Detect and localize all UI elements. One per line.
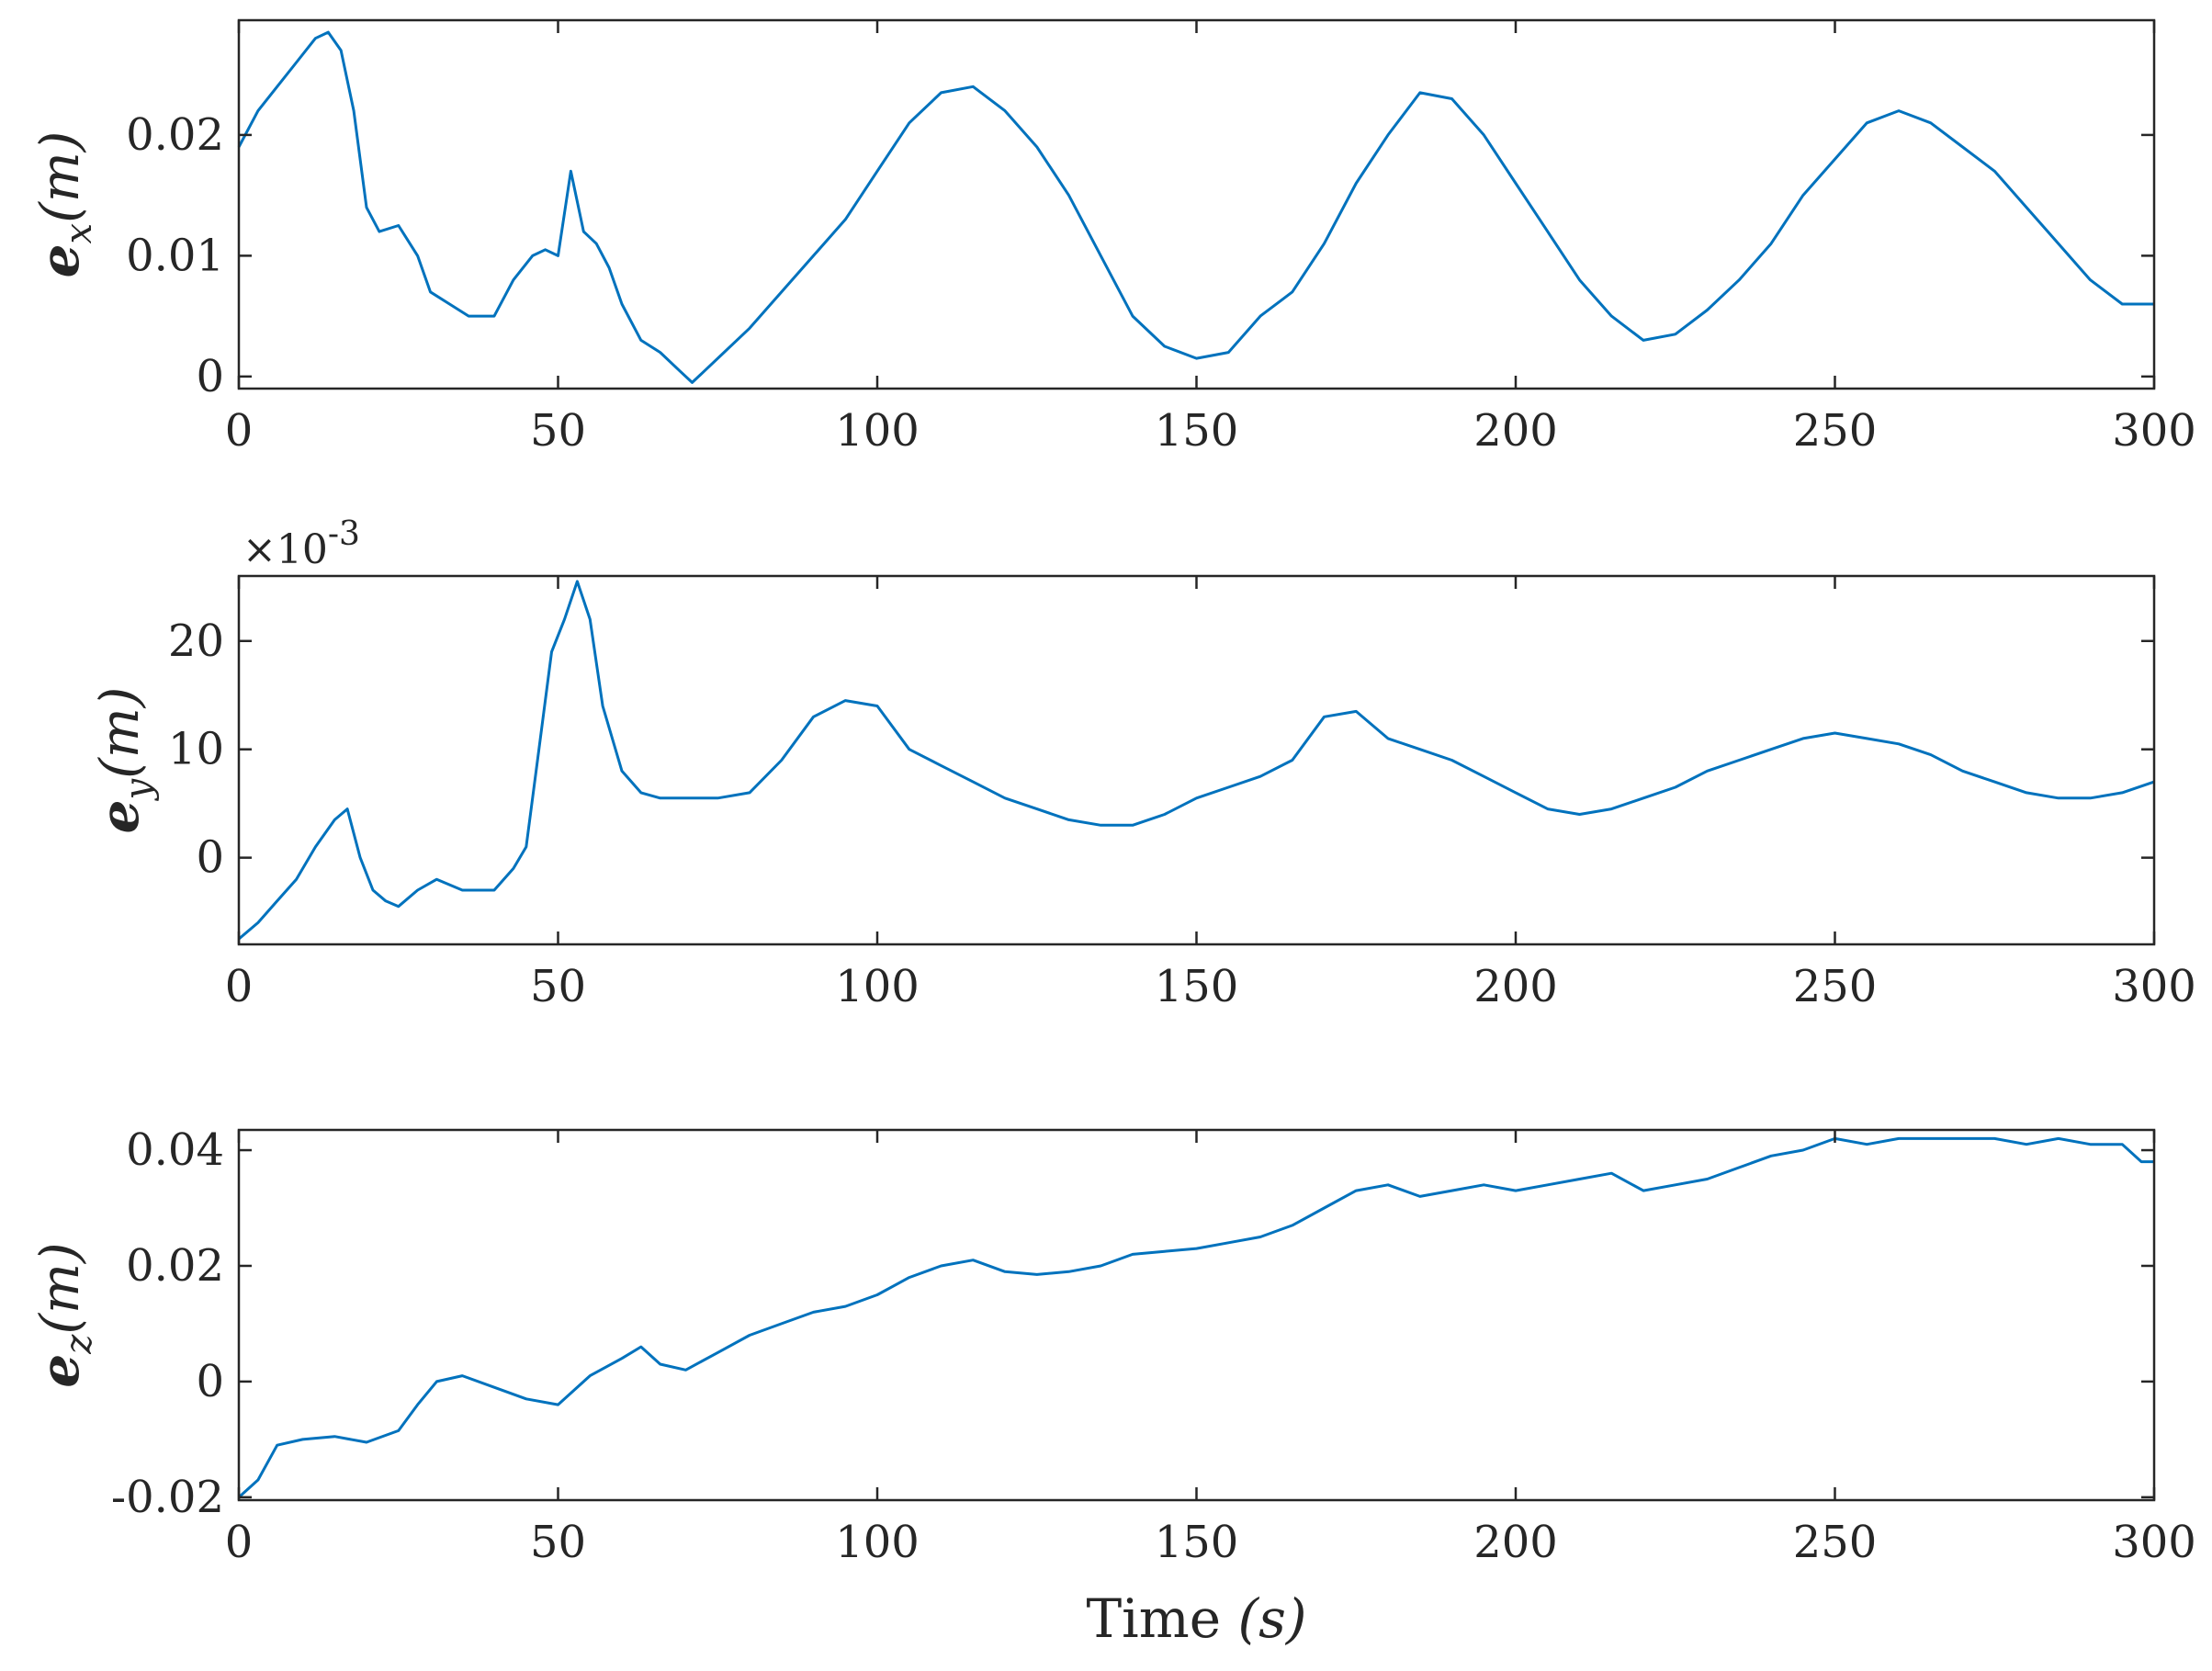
y-label-unit: (m): [88, 687, 151, 779]
y-label-unit: (m): [28, 131, 91, 223]
x-tick-label: 50: [530, 1517, 586, 1568]
axes-ex: 0 50 100 150 200 250 300 0 0.01 0.02 ex(m): [28, 18, 2196, 457]
y-tick-label: 0.02: [126, 109, 224, 161]
x-tick-label: 0: [225, 961, 254, 1012]
x-tick-label: 300: [2112, 405, 2196, 457]
y-tick-label: 0: [196, 832, 224, 884]
x-tick-label: 200: [1473, 961, 1558, 1012]
x-tick-label: 0: [225, 1517, 254, 1568]
x-tick-label: 250: [1793, 405, 1878, 457]
y-tick-label: 20: [168, 615, 224, 667]
x-tick-label: 100: [835, 1517, 920, 1568]
y-tick-label: -0.02: [111, 1472, 224, 1523]
x-tick-label: 250: [1793, 961, 1878, 1012]
y-axis-label: ex(m): [28, 131, 100, 278]
x-label-unit: (s): [1237, 1587, 1306, 1650]
y-label-main: e: [28, 1354, 91, 1388]
y-label-main: e: [88, 799, 151, 833]
y-label-sub: x: [58, 223, 100, 244]
x-tick-label: 150: [1155, 961, 1239, 1012]
y-tick-label: 0: [196, 1356, 224, 1407]
x-tick-label: 100: [835, 961, 920, 1012]
x-label-main: Time: [1086, 1587, 1237, 1650]
y-label-unit: (m): [28, 1242, 91, 1334]
y-tick-label: 0.01: [126, 230, 224, 281]
x-tick-label: 150: [1155, 405, 1239, 457]
x-tick-label: 200: [1473, 405, 1558, 457]
y-tick-label: 0.04: [126, 1124, 224, 1176]
y-exponent-power: -3: [328, 515, 360, 553]
x-tick-label: 250: [1793, 1517, 1878, 1568]
series-line-ez: [237, 1136, 2154, 1499]
series-line-ey: [238, 580, 2155, 941]
x-tick-label: 300: [2112, 1517, 2196, 1568]
x-tick-label: 100: [835, 405, 920, 457]
x-tick-label: 300: [2112, 961, 2196, 1012]
y-axis-label: ey(m): [88, 687, 160, 834]
y-label-main: e: [28, 243, 91, 277]
series-line-ex: [237, 30, 2154, 384]
x-tick-label: 50: [530, 405, 586, 457]
x-tick-label: 200: [1473, 1517, 1558, 1568]
y-label-sub: z: [58, 1334, 100, 1355]
y-tick-label: 0.02: [126, 1240, 224, 1292]
axes-ez: 0 50 100 150 200 250 300-0.0200.020.04ez(m)Tim…: [28, 1124, 2196, 1650]
y-axis-label: ez(m): [28, 1242, 100, 1387]
x-axis-label: Time (s): [1086, 1587, 1306, 1650]
x-tick-label: 150: [1155, 1517, 1239, 1568]
y-label-sub: y: [118, 777, 160, 801]
x-tick-label: 0: [225, 405, 254, 457]
y-tick-label: 0: [196, 351, 224, 402]
x-tick-label: 50: [530, 961, 586, 1012]
y-tick-label: 10: [168, 724, 224, 775]
